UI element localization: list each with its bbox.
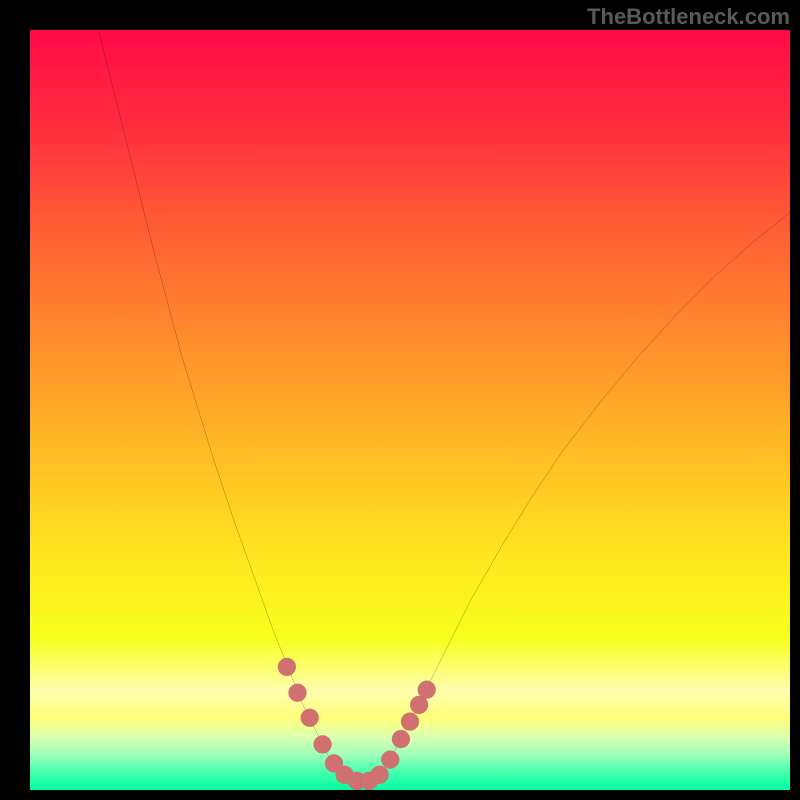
bottleneck-curve bbox=[95, 30, 790, 781]
curve-marker bbox=[289, 684, 307, 702]
curve-marker bbox=[301, 709, 319, 727]
chart-container: TheBottleneck.com bbox=[0, 0, 800, 800]
curve-marker bbox=[392, 730, 410, 748]
curve-marker bbox=[314, 735, 332, 753]
curve-marker bbox=[418, 681, 436, 699]
plot-area bbox=[30, 30, 790, 790]
curve-marker bbox=[401, 713, 419, 731]
curve-marker bbox=[381, 751, 399, 769]
curve-marker bbox=[278, 658, 296, 676]
curve-marker bbox=[371, 766, 389, 784]
watermark: TheBottleneck.com bbox=[587, 4, 790, 30]
curve-overlay bbox=[30, 30, 790, 790]
